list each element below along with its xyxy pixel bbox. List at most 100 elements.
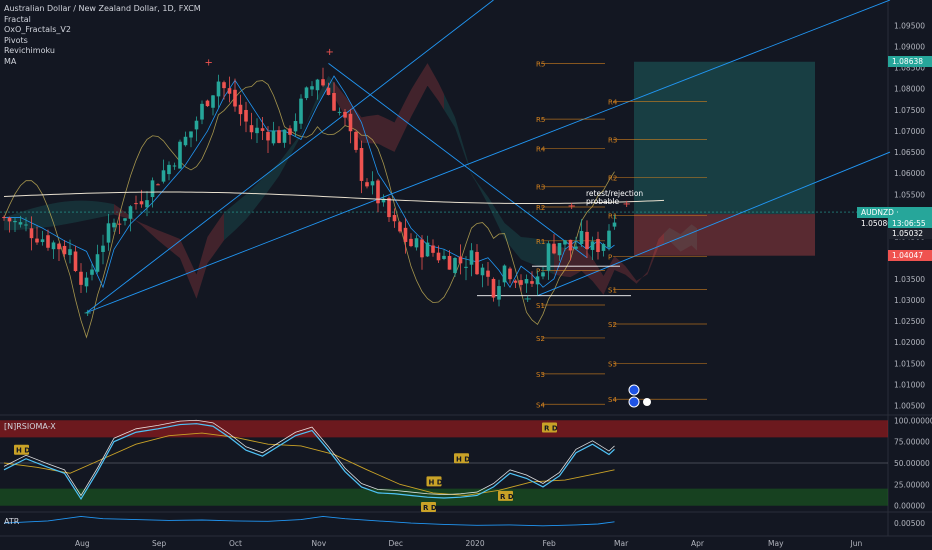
annotation-line-1: retest/rejection [586,189,643,198]
cloud-segment [317,86,323,103]
cloud-segment [647,255,653,275]
candle-body [112,222,116,228]
event-flag-icon [643,398,651,406]
cloud-segment [174,236,180,259]
symbol-title[interactable]: Australian Dollar / New Zealand Dollar, … [4,4,201,13]
cloud-segment [438,82,444,110]
cloud-segment [658,233,664,248]
time-axis[interactable]: Aug Sep Oct Nov Dec 2020 Feb Mar Apr May Jun [75,539,862,548]
candle-body [337,111,342,113]
candle-body [299,98,303,124]
time-tick-label: Apr [691,539,705,548]
candle-body [255,127,259,134]
indicator-oxo-fractals[interactable]: OxO_Fractals_V2 [4,25,71,34]
loss-zone [634,214,815,256]
fractal-marker: + [524,294,532,305]
candle-body [260,128,265,131]
divergence-badge [426,476,442,487]
divergence-badge [542,422,557,433]
candle-body [62,245,67,255]
cloud-segment [103,202,109,217]
trendlines[interactable] [86,0,891,314]
price-tick-label: 1.00500 [894,402,925,411]
time-tick-label: Aug [75,539,90,548]
indicator-pivots[interactable]: Pivots [4,35,28,45]
cloud-segment [394,111,400,152]
indicator-fractal[interactable]: Fractal [4,14,31,24]
candle-body [150,180,155,198]
main-price-pane[interactable] [0,0,932,537]
candle-body [392,215,397,222]
price-tick-label: 1.01000 [894,380,925,389]
fractal-marker: + [205,57,213,68]
indicator-revichimoku[interactable]: Revichimoku [4,46,55,55]
moving-average-line [3,191,665,205]
price-axis[interactable]: 1.09500 1.09000 1.08500 1.08000 1.07500 1.070… [894,21,925,410]
price-tick-label: 1.05500 [894,190,925,199]
pivot-label-s4: S4 [608,396,617,404]
atr-line [3,515,615,527]
long-position-tool[interactable] [0,61,888,256]
atr-title[interactable]: ATR [4,517,20,526]
candle-body [315,79,320,91]
cloud-segment [565,247,571,278]
divergence-badge-label: R D [423,504,437,512]
annotation-line-2: probable [586,197,619,206]
rsioma-pane[interactable]: H D H D R D H D R D R D 100.00000 75.00000 50.00… [0,416,932,512]
cloud-segment [581,245,587,277]
cloud-segment [609,256,615,283]
candle-body [222,82,226,89]
rsioma-title[interactable]: [N]RSIOMA-X [4,422,56,431]
divergence-badge-label: R D [500,493,514,501]
cloud-segment [537,238,543,269]
cloud-segment [510,227,516,253]
price-label: 13:06:55 [888,217,932,229]
indicator-ma[interactable]: MA [4,56,17,66]
cloud-segment [31,207,37,229]
cloud-segment [383,117,389,150]
candle-body [475,251,479,275]
candle-body [183,136,188,146]
candle-body [194,120,199,130]
cloud-segment [433,72,439,101]
candle-body [156,184,160,186]
cloud-segment [42,204,48,228]
rsi-tick-label: 50.00000 [894,459,930,468]
candle-body [18,222,23,225]
rsioma-line [3,423,615,501]
candlestick-series [2,67,617,307]
cloud-segment [218,212,224,249]
trendline-rising-support [537,151,891,297]
kijun-line [4,75,615,289]
candle-body [304,87,309,99]
trendline-descending [328,63,588,259]
candle-body [607,230,611,248]
candle-body [161,170,166,182]
candle-body [387,198,391,218]
cloud-segment [614,256,620,273]
time-tick-label: Feb [543,539,557,548]
candle-body [205,100,210,107]
price-tick-label: 1.09000 [894,42,925,51]
pivot-label-s3: S3 [536,371,545,379]
cloud-segment [427,63,433,94]
cloud-segment [202,236,208,282]
pivot-label-s3: S3 [608,360,617,368]
cloud-segment [240,194,246,225]
event-flag-icon [628,384,640,396]
trendline-long [86,0,494,313]
rsi-tick-label: 75.00000 [894,438,930,447]
candle-body [497,286,501,300]
cloud-segment [521,236,527,262]
atr-pane[interactable]: 0.00500 [3,515,925,528]
cloud-segment [246,189,252,220]
divergence-badge-label: H D [429,478,443,486]
cloud-segment [279,155,285,176]
cloud-segment [504,222,510,246]
cloud-segment [625,266,631,280]
cloud-segment [213,220,219,256]
candle-body [95,254,100,272]
cloud-segment [152,227,158,241]
event-icons[interactable] [628,384,651,408]
